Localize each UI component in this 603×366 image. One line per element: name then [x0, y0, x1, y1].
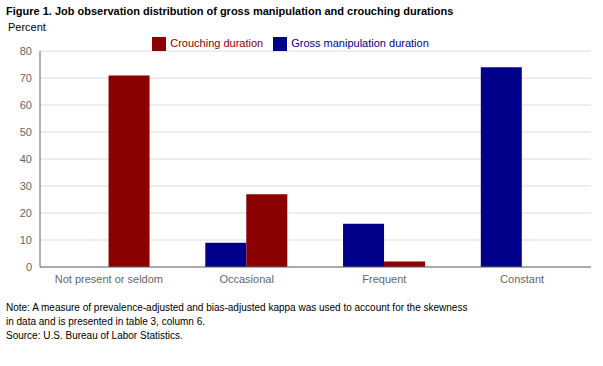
- svg-text:20: 20: [20, 207, 32, 219]
- html-text:in data and is presented in ta: in data and is presented in table 3, col…: [6, 316, 205, 327]
- html-text:Figure 1. Job observation dist: Figure 1. Job observation distribution o…: [6, 5, 454, 17]
- svg-text:Not present or seldom: Not present or seldom: [55, 273, 163, 285]
- svg-text:30: 30: [20, 180, 32, 192]
- svg-text:80: 80: [20, 45, 32, 57]
- html-text:Percent: Percent: [8, 21, 46, 33]
- svg-text:50: 50: [20, 126, 32, 138]
- svg-text:Frequent: Frequent: [362, 273, 406, 285]
- svg-text:10: 10: [20, 234, 32, 246]
- html-text:Crouching duration: Crouching duration: [170, 37, 264, 49]
- html-text:Note: A measure of prevalence-: Note: A measure of prevalence-adjusted a…: [6, 302, 468, 313]
- svg-text:Occasional: Occasional: [219, 273, 273, 285]
- svg-text:70: 70: [20, 72, 32, 84]
- html-text:Source: U.S. Bureau of Labor S: Source: U.S. Bureau of Labor Statistics.: [6, 330, 183, 341]
- svg-text:Constant: Constant: [500, 273, 544, 285]
- svg-text:60: 60: [20, 99, 32, 111]
- svg-text:40: 40: [20, 153, 32, 165]
- html-text:Gross manipulation duration: Gross manipulation duration: [291, 37, 429, 49]
- svg-text:0: 0: [26, 261, 32, 273]
